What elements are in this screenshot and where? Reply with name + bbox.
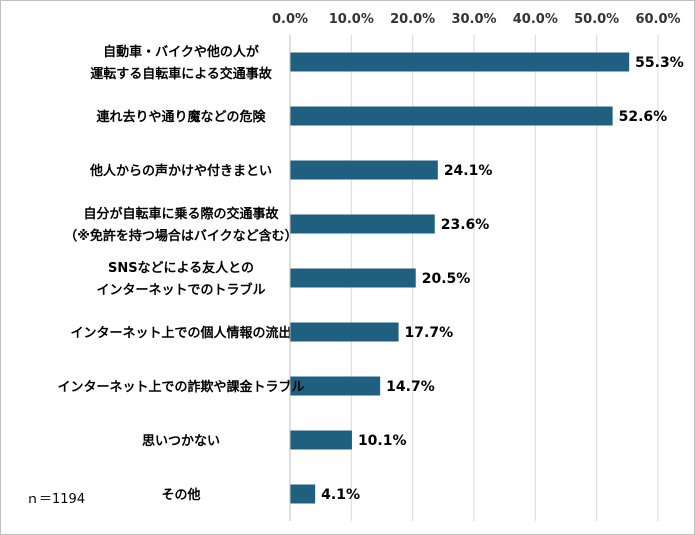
- bar: [290, 106, 613, 126]
- bar: [290, 214, 435, 234]
- data-label: 20.5%: [422, 271, 471, 287]
- category-label: 自分が自転車に乗る際の交通事故: [83, 206, 279, 222]
- category-label: インターネットでのトラブル: [96, 282, 265, 298]
- x-tick-label: 40.0%: [513, 12, 558, 27]
- data-label: 17.7%: [405, 325, 454, 341]
- x-tick-label: 20.0%: [390, 12, 435, 27]
- sample-size-note: ｎ＝1194: [26, 492, 86, 507]
- category-label: インターネット上での詐欺や課金トラブル: [57, 379, 304, 395]
- data-label: 23.6%: [441, 217, 490, 233]
- x-tick-label: 50.0%: [574, 12, 619, 27]
- category-label: 運転する自転車による交通事故: [90, 66, 273, 82]
- category-label: 自動車・バイクや他の人が: [103, 44, 259, 60]
- x-tick-label: 30.0%: [451, 12, 496, 27]
- bar: [290, 160, 438, 180]
- bar: [290, 52, 630, 72]
- data-label: 4.1%: [321, 487, 360, 503]
- category-label: 思いつかない: [142, 434, 220, 449]
- x-tick-label: 0.0%: [272, 12, 308, 27]
- data-label: 52.6%: [619, 109, 668, 125]
- data-label: 14.7%: [386, 379, 435, 395]
- bar: [290, 268, 416, 288]
- bar: [290, 376, 381, 396]
- category-label: 他人からの声かけや付きまとい: [89, 163, 272, 179]
- x-tick-label: 10.0%: [329, 12, 374, 27]
- bar: [290, 322, 399, 342]
- category-label: 連れ去りや通り魔などの危険: [96, 109, 266, 125]
- bar: [290, 484, 316, 504]
- data-label: 24.1%: [444, 163, 493, 179]
- data-label: 55.3%: [635, 55, 684, 71]
- category-label: インターネット上での個人情報の流出: [70, 325, 291, 341]
- bar: [290, 430, 352, 450]
- category-label: その他: [161, 487, 200, 503]
- x-tick-label: 60.0%: [635, 12, 680, 27]
- category-label: （※免許を持つ場合はバイクなど含む）: [64, 228, 297, 244]
- category-label: SNSなどによる友人との: [108, 260, 254, 276]
- data-label: 10.1%: [358, 433, 407, 449]
